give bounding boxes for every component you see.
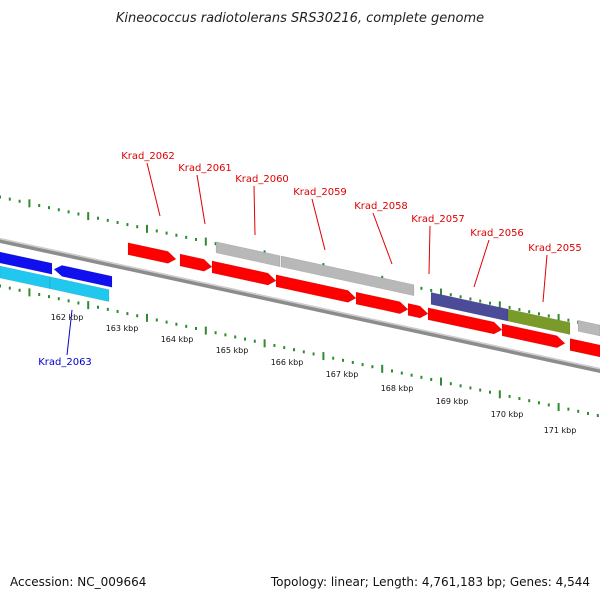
kbp-label: 162 kbp bbox=[51, 313, 84, 322]
gene-label-krad-2063: Krad_2063 bbox=[38, 357, 92, 368]
gene-label-krad-2059: Krad_2059 bbox=[293, 187, 347, 198]
kbp-label: 169 kbp bbox=[436, 397, 469, 406]
leader-line-krad-2061 bbox=[196, 174, 206, 225]
reverse-cds-arrow-2 bbox=[53, 265, 113, 288]
kbp-label: 165 kbp bbox=[216, 346, 249, 355]
gene-label-krad-2055: Krad_2055 bbox=[528, 243, 582, 254]
kbp-labels: 162 kbp 163 kbp 164 kbp 165 kbp 166 kbp 167 k… bbox=[51, 313, 577, 435]
cds-arrow-krad-2061 bbox=[179, 253, 213, 272]
gene-label-krad-2056: Krad_2056 bbox=[470, 228, 524, 239]
genome-summary: Topology: linear; Length: 4,761,183 bp; … bbox=[270, 575, 590, 589]
leader-line-krad-2056 bbox=[473, 239, 490, 288]
cds-arrow-krad-2056 bbox=[427, 307, 503, 335]
map-title: Kineococcus radiotolerans SRS30216, comp… bbox=[116, 11, 484, 26]
leader-line-krad-2059 bbox=[311, 198, 326, 251]
leader-line-krad-2058 bbox=[372, 212, 393, 265]
gene-label-krad-2060: Krad_2060 bbox=[235, 174, 289, 185]
cds-arrow-krad-2058 bbox=[355, 291, 409, 314]
gene-bar-krad-2059 bbox=[280, 255, 415, 297]
cds-arrow-krad-2055 bbox=[501, 323, 566, 348]
accession-label: Accession: NC_009664 bbox=[10, 575, 146, 589]
kbp-label: 166 kbp bbox=[271, 358, 304, 367]
gene-label-krad-2062: Krad_2062 bbox=[121, 151, 175, 162]
gene-label-krad-2057: Krad_2057 bbox=[411, 214, 465, 225]
label-leader-lines bbox=[66, 162, 548, 356]
gene-label-krad-2061: Krad_2061 bbox=[178, 163, 232, 174]
feature-track bbox=[0, 241, 600, 358]
kbp-label: 163 kbp bbox=[106, 324, 139, 333]
cds-arrow-krad-2054 bbox=[569, 338, 600, 358]
kbp-label: 168 kbp bbox=[381, 384, 414, 393]
reverse-gene-bar-2 bbox=[49, 276, 110, 302]
kbp-label: 167 kbp bbox=[326, 370, 359, 379]
reverse-cds-bar-1 bbox=[0, 251, 53, 275]
cds-arrow-krad-2059 bbox=[275, 274, 357, 303]
leader-line-krad-2060 bbox=[253, 185, 256, 236]
kbp-label: 170 kbp bbox=[491, 410, 524, 419]
leader-line-krad-2057 bbox=[428, 225, 431, 275]
kbp-label: 171 kbp bbox=[544, 426, 577, 435]
backbone-line-top-highlight bbox=[0, 238, 600, 370]
gene-bar-krad-2060 bbox=[215, 241, 281, 268]
cds-arrow-krad-2062 bbox=[127, 242, 177, 264]
leader-line-krad-2055 bbox=[542, 254, 548, 303]
cds-arrow-krad-2057 bbox=[407, 303, 429, 319]
misc-feature-bar-2 bbox=[507, 308, 571, 335]
cds-arrow-krad-2060 bbox=[211, 260, 277, 286]
lower-tick-track bbox=[0, 284, 599, 418]
kbp-label: 164 kbp bbox=[161, 335, 194, 344]
leader-line-krad-2063 bbox=[66, 309, 73, 356]
leader-line-krad-2062 bbox=[146, 162, 161, 217]
genome-backbone bbox=[0, 238, 600, 373]
gene-bar-krad-2054 bbox=[577, 319, 600, 337]
gene-label-krad-2058: Krad_2058 bbox=[354, 201, 408, 212]
